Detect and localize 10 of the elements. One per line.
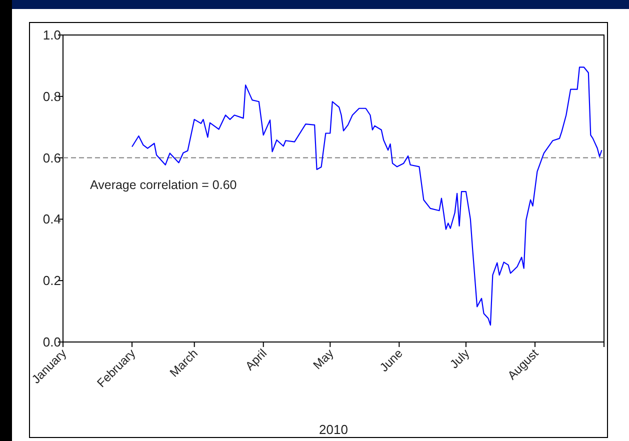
y-tick-label: 0.6	[42, 150, 61, 166]
y-tick-label: 0.8	[42, 88, 61, 104]
y-tick-label: 0.2	[42, 273, 61, 288]
ref-line-label: Average correlation = 0.60	[90, 178, 237, 192]
x-tick-label: May	[310, 346, 336, 372]
y-tick-label: 0.4	[42, 212, 61, 227]
x-tick-label: July	[447, 346, 472, 372]
y-tick-label: 0.0	[42, 334, 61, 350]
x-axis-title: 2010	[319, 422, 348, 437]
y-tick-label: 1.0	[42, 28, 61, 42]
